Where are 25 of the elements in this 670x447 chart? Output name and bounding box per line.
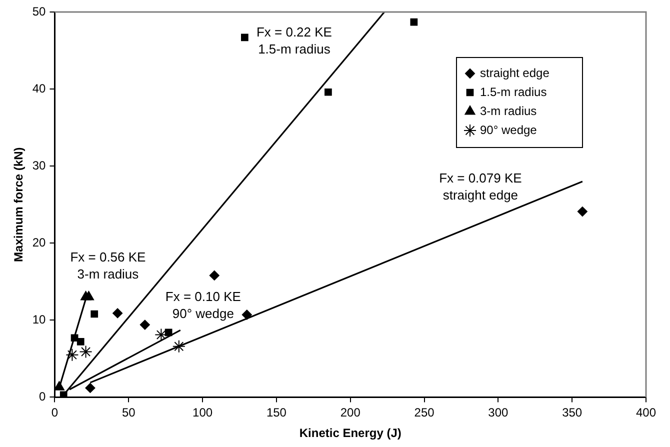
x-tick-label: 200 — [340, 406, 361, 420]
x-tick-label: 0 — [51, 406, 58, 420]
x-tick-label: 150 — [266, 406, 287, 420]
y-tick-label: 10 — [32, 312, 46, 326]
x-axis-title: Kinetic Energy (J) — [299, 426, 402, 440]
y-tick-label: 40 — [32, 81, 46, 96]
legend-label: 1.5-m radius — [480, 84, 547, 99]
annotation: Fx = 0.56 KE 3-m radius — [70, 249, 146, 282]
y-tick-label: 30 — [32, 158, 46, 172]
y-tick-label: 50 — [32, 4, 46, 18]
legend-label: 90° wedge — [480, 122, 538, 137]
x-tick-label: 100 — [192, 406, 213, 420]
legend-label: straight edge — [480, 66, 550, 80]
x-tick-label: 250 — [414, 406, 435, 420]
x-tick-label: 350 — [562, 406, 582, 420]
x-tick-label: 400 — [636, 406, 656, 420]
x-tick-label: 50 — [122, 406, 136, 420]
y-axis-title: Maximum force (kN) — [12, 147, 26, 262]
annotation: Fx = 0.079 KE straight edge — [439, 170, 522, 203]
y-tick-label: 20 — [32, 235, 46, 250]
annotation: Fx = 0.10 KE 90° wedge — [165, 288, 242, 321]
x-tick-label: 300 — [488, 406, 509, 420]
y-tick-label: 0 — [39, 390, 46, 404]
legend-label: 3-m radius — [480, 104, 537, 118]
annotation: Fx = 0.22 KE 1.5-m radius — [256, 24, 332, 57]
